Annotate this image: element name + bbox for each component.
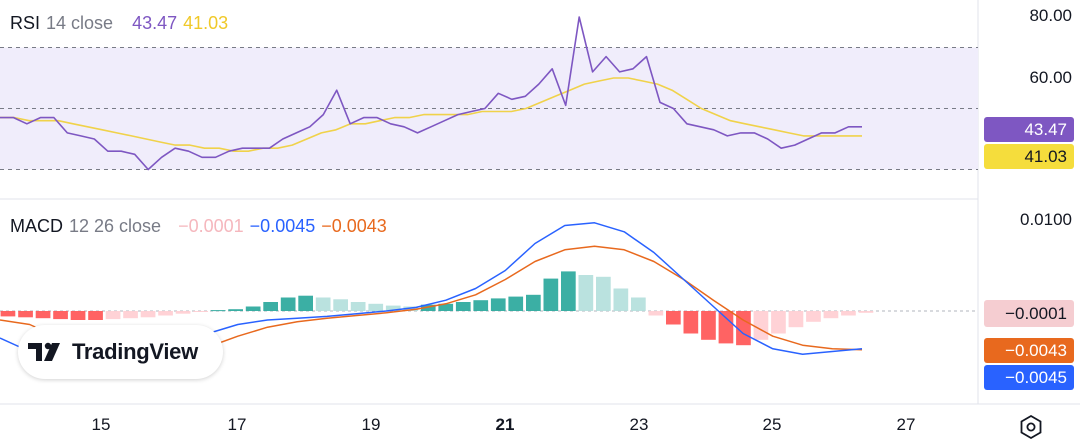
macd-histogram-bar [561, 271, 576, 311]
macd-histogram-bar [298, 295, 313, 311]
rsi-ma-line [0, 77, 862, 152]
macd-tick-0100: 0.0100 [1020, 210, 1072, 229]
macd-histogram-bar [70, 311, 86, 320]
macd-histogram-bar [140, 311, 156, 318]
macd-signal-tag: −0.0043 [984, 338, 1074, 363]
rsi-tick-60: 60.00 [1029, 68, 1072, 87]
macd-line-tag: −0.0045 [984, 365, 1074, 390]
macd-histogram-bar [193, 311, 208, 312]
macd-histogram-bar [701, 311, 716, 340]
macd-histogram-bar [35, 311, 51, 319]
macd-histogram-bar [543, 278, 559, 311]
x-tick-15: 15 [91, 415, 111, 434]
macd-histogram-bar [158, 311, 173, 316]
macd-histogram-bar [631, 297, 646, 311]
macd-legend: MACD 12 26 close −0.0001 −0.0045 −0.0043 [10, 216, 393, 237]
macd-histogram-bar [245, 306, 261, 311]
macd-histogram-bar [385, 305, 401, 311]
macd-histogram-bar [53, 311, 68, 320]
macd-histogram-bar [753, 311, 769, 340]
macd-histogram-bar [123, 311, 138, 319]
macd-histogram-bar [806, 311, 821, 322]
rsi-tick-80: 80.00 [1029, 6, 1072, 25]
macd-hist-tag: −0.0001 [984, 300, 1074, 327]
rsi-ma-value: 41.03 [183, 13, 229, 33]
macd-histogram-bar [228, 309, 243, 311]
macd-histogram-bar [596, 276, 611, 311]
x-tick-21: 21 [495, 415, 515, 434]
macd-histogram-bar [736, 311, 751, 346]
macd-histogram-bar [718, 311, 734, 344]
macd-histogram-bar [473, 300, 489, 311]
macd-line-value: −0.0045 [249, 216, 316, 236]
macd-hist-value: −0.0001 [178, 216, 244, 236]
macd-histogram-bar [526, 294, 541, 311]
macd-histogram-bar [858, 311, 874, 313]
rsi-params: 14 close [46, 13, 114, 33]
macd-histogram-bar [420, 304, 436, 311]
macd-signal-value: −0.0043 [321, 216, 387, 236]
macd-histogram-bar [508, 296, 524, 311]
macd-histogram-bar [263, 302, 278, 311]
macd-histogram-bar [18, 311, 33, 318]
macd-histogram-bar [105, 311, 121, 320]
macd-histogram-bar [683, 311, 699, 334]
macd-histogram-bar [315, 297, 331, 311]
rsi-name: RSI [10, 13, 41, 33]
macd-histogram-bar [455, 302, 471, 311]
macd-histogram-bar [841, 311, 856, 316]
x-tick-17: 17 [227, 415, 247, 434]
macd-histogram-bar [175, 311, 191, 314]
x-tick-23: 23 [629, 415, 649, 434]
macd-histogram-bar [771, 311, 786, 334]
rsi-ma-value-tag: 41.03 [984, 144, 1074, 169]
rsi-value-tag: 43.47 [984, 117, 1074, 142]
macd-histogram-bar [490, 298, 506, 311]
macd-histogram-bar [823, 311, 839, 319]
macd-histogram-bar [578, 275, 594, 311]
macd-histogram-bar [666, 311, 681, 325]
x-tick-27: 27 [896, 415, 916, 434]
x-tick-19: 19 [361, 415, 381, 434]
macd-histogram-bar [88, 311, 103, 320]
tradingview-wordmark: TradingView [72, 339, 198, 364]
macd-params: 12 26 close [69, 216, 162, 236]
macd-histogram-bar [280, 297, 296, 311]
macd-histogram-bar [333, 299, 348, 311]
macd-histogram-bar [613, 288, 629, 311]
macd-histogram-bar [350, 302, 366, 311]
macd-histogram-bar [368, 303, 384, 311]
macd-histogram-bar [0, 311, 16, 317]
x-tick-25: 25 [762, 415, 782, 434]
rsi-value: 43.47 [132, 13, 178, 33]
macd-histogram-bar [648, 311, 664, 316]
macd-histogram-bar [210, 310, 226, 312]
settings-gear-icon[interactable] [1018, 414, 1044, 440]
macd-histogram-bar [438, 303, 454, 311]
macd-name: MACD [10, 216, 63, 236]
tradingview-logo-icon [28, 342, 60, 361]
tradingview-logo[interactable]: TradingView [18, 325, 223, 379]
macd-histogram-bar [788, 311, 804, 328]
rsi-legend: RSI 14 close 43.47 41.03 [10, 13, 234, 34]
rsi-line [0, 16, 862, 171]
